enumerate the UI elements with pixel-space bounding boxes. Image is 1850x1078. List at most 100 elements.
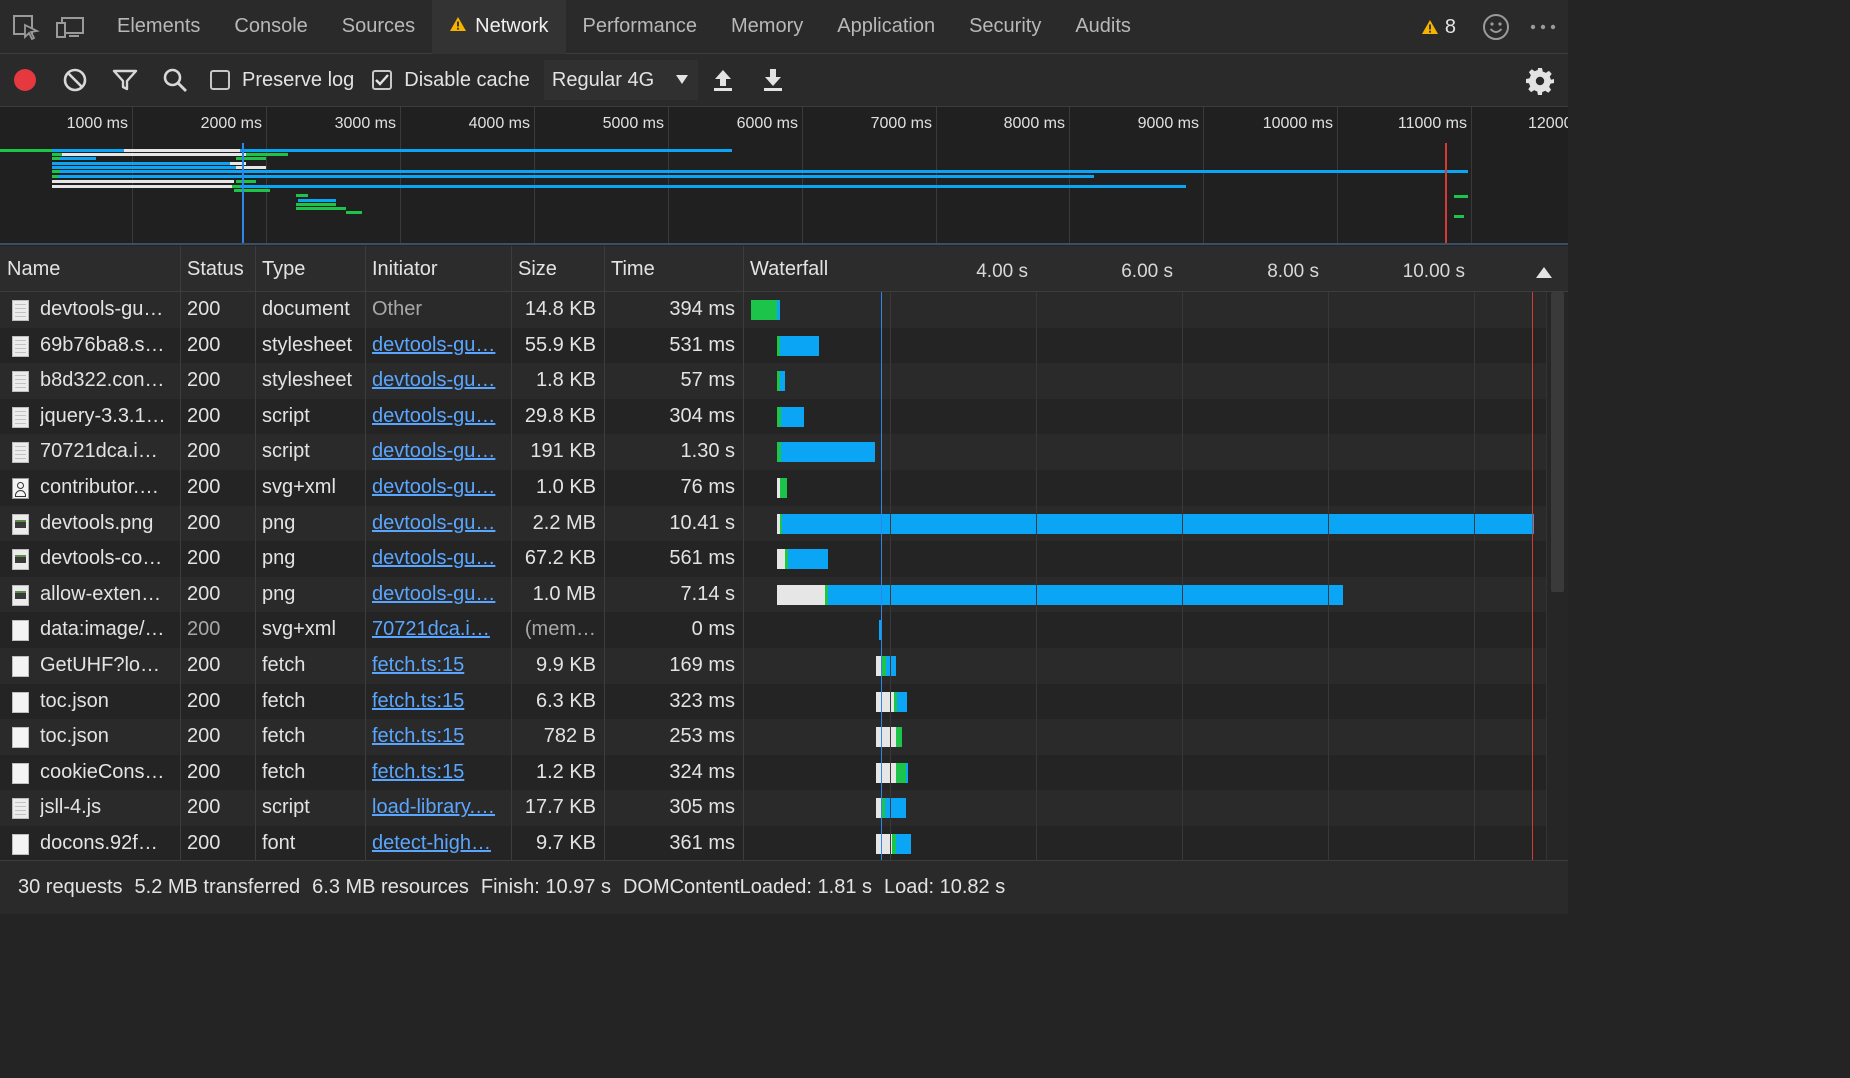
request-name[interactable]: docons.92f… [40, 832, 158, 854]
table-row[interactable]: GetUHF?lo… 200 fetch fetch.ts:15 9.9 KB 169 m… [0, 648, 1546, 684]
tab-sources[interactable]: Sources [341, 15, 416, 37]
column-header-initiator[interactable]: Initiator [372, 258, 438, 280]
tab-performance[interactable]: Performance [582, 15, 698, 37]
record-button[interactable] [0, 54, 50, 107]
request-name[interactable]: 69b76ba8.s… [40, 333, 165, 356]
request-time: 0 ms [691, 618, 735, 641]
request-initiator[interactable]: devtools-gu… [372, 582, 496, 605]
more-menu-icon[interactable] [1518, 24, 1568, 30]
request-name[interactable]: jsll-4.js [40, 796, 102, 819]
column-header-size[interactable]: Size [518, 258, 557, 280]
request-name[interactable]: jquery-3.3.1… [40, 404, 166, 427]
tab-network[interactable]: Network [432, 0, 566, 54]
request-initiator[interactable]: load-library.… [372, 796, 495, 819]
request-initiator[interactable]: devtools-gu… [372, 404, 496, 427]
request-name[interactable]: toc.json [40, 725, 109, 748]
overview-request-bar [62, 153, 246, 156]
table-row[interactable]: devtools-co… 200 png devtools-gu… 67.2 KB 561… [0, 541, 1546, 577]
table-row[interactable]: toc.json 200 fetch fetch.ts:15 6.3 KB 323 ms [0, 684, 1546, 720]
table-row[interactable]: devtools-gu… 200 document Other 14.8 KB 394 m… [0, 292, 1546, 328]
throttling-select[interactable]: Regular 4G [543, 60, 698, 100]
device-toolbar-icon[interactable] [48, 0, 92, 54]
request-initiator[interactable]: 70721dca.i… [372, 618, 490, 641]
warning-icon [449, 15, 467, 38]
request-name[interactable]: devtools.png [40, 511, 154, 534]
tab-application[interactable]: Application [837, 15, 936, 37]
column-separator[interactable] [180, 246, 181, 860]
table-row[interactable]: toc.json 200 fetch fetch.ts:15 782 B 253 ms [0, 719, 1546, 755]
column-separator[interactable] [511, 246, 512, 860]
table-row[interactable]: 69b76ba8.s… 200 stylesheet devtools-gu… 55.9… [0, 328, 1546, 364]
request-initiator[interactable]: fetch.ts:15 [372, 689, 465, 712]
request-initiator[interactable]: devtools-gu… [372, 547, 496, 570]
table-row[interactable]: docons.92f… 200 font detect-high… 9.7 KB 361 … [0, 826, 1546, 860]
table-row[interactable]: allow-exten… 200 png devtools-gu… 1.0 MB 7.14… [0, 576, 1546, 613]
column-header-time[interactable]: Time [611, 258, 655, 280]
request-initiator[interactable]: detect-high… [372, 832, 491, 854]
clear-button[interactable] [50, 54, 100, 107]
preserve-log-checkbox[interactable]: Preserve log [210, 69, 354, 92]
request-name[interactable]: allow-exten… [40, 582, 162, 605]
tab-memory[interactable]: Memory [731, 15, 804, 37]
column-separator[interactable] [743, 246, 744, 860]
feedback-smiley-icon[interactable] [1474, 13, 1518, 41]
filter-button[interactable] [100, 54, 150, 107]
request-initiator[interactable]: devtools-gu… [372, 440, 496, 463]
table-row[interactable]: jquery-3.3.1… 200 script devtools-gu… 29.8 K… [0, 399, 1546, 435]
table-row[interactable]: devtools.png 200 png devtools-gu… 2.2 MB 10.4… [0, 505, 1546, 542]
table-row[interactable]: jsll-4.js 200 script load-library.… 17.7 KB 3… [0, 790, 1546, 826]
tab-security[interactable]: Security [969, 15, 1042, 37]
request-type: fetch [262, 654, 306, 676]
sort-ascending-icon[interactable] [1536, 262, 1552, 285]
request-name[interactable]: b8d322.con… [40, 369, 165, 392]
tab-elements[interactable]: Elements [117, 15, 201, 37]
export-har-button[interactable] [748, 54, 798, 107]
disable-cache-box[interactable] [372, 70, 393, 90]
request-initiator[interactable]: fetch.ts:15 [372, 654, 465, 676]
table-row[interactable]: data:image/… 200 svg+xml 70721dca.i… (mem… 0 … [0, 612, 1546, 648]
request-initiator[interactable]: devtools-gu… [372, 476, 496, 498]
scrollbar-thumb[interactable] [1551, 292, 1564, 592]
column-header-type[interactable]: Type [262, 258, 306, 280]
request-time: 323 ms [669, 689, 735, 712]
column-separator[interactable] [604, 246, 605, 860]
column-header-name[interactable]: Name [7, 258, 61, 280]
column-header-status[interactable]: Status [187, 258, 244, 280]
network-overview-timeline[interactable]: 1000 ms 2000 ms 3000 ms 4000 ms 5000 ms 6000 … [0, 107, 1568, 245]
request-name[interactable]: devtools-gu… [40, 298, 164, 320]
request-initiator[interactable]: devtools-gu… [372, 369, 496, 392]
request-initiator[interactable]: devtools-gu… [372, 333, 496, 356]
request-name[interactable]: toc.json [40, 689, 109, 712]
table-row[interactable]: 70721dca.i… 200 script devtools-gu… 191 KB 1.… [0, 434, 1546, 470]
column-separator[interactable] [365, 246, 366, 860]
request-time: 1.30 s [680, 440, 735, 463]
request-name[interactable]: GetUHF?lo… [40, 654, 161, 676]
inspect-element-icon[interactable] [4, 0, 48, 54]
network-settings-button[interactable] [1526, 54, 1554, 107]
column-separator[interactable] [255, 246, 256, 860]
tab-console[interactable]: Console [234, 15, 308, 37]
table-scrollbar[interactable] [1546, 292, 1568, 860]
search-button[interactable] [150, 54, 200, 107]
request-initiator[interactable]: devtools-gu… [372, 511, 496, 534]
request-name[interactable]: cookieCons… [40, 760, 165, 783]
request-initiator[interactable]: fetch.ts:15 [372, 725, 465, 748]
waterfall-bar-segment [780, 478, 787, 498]
request-name[interactable]: data:image/… [40, 618, 165, 641]
table-row[interactable]: contributor.… 200 svg+xml devtools-gu… 1.0 K… [0, 470, 1546, 506]
table-row[interactable]: cookieCons… 200 fetch fetch.ts:15 1.2 KB 324 … [0, 755, 1546, 791]
request-name[interactable]: devtools-co… [40, 547, 163, 570]
disable-cache-checkbox[interactable]: Disable cache [372, 69, 530, 92]
waterfall-bar-segment [780, 371, 785, 392]
table-row[interactable]: b8d322.con… 200 stylesheet devtools-gu… 1.8 … [0, 363, 1546, 399]
warnings-counter[interactable]: 8 [1421, 16, 1456, 39]
column-header-waterfall[interactable]: Waterfall [750, 258, 829, 280]
overview-request-bar [52, 149, 124, 152]
import-har-button[interactable] [698, 54, 748, 107]
request-time: 253 ms [669, 725, 735, 748]
tab-audits[interactable]: Audits [1075, 15, 1131, 37]
preserve-log-box[interactable] [210, 70, 230, 90]
request-name[interactable]: 70721dca.i… [40, 440, 158, 463]
request-name[interactable]: contributor.… [40, 476, 159, 498]
request-initiator[interactable]: fetch.ts:15 [372, 760, 465, 783]
